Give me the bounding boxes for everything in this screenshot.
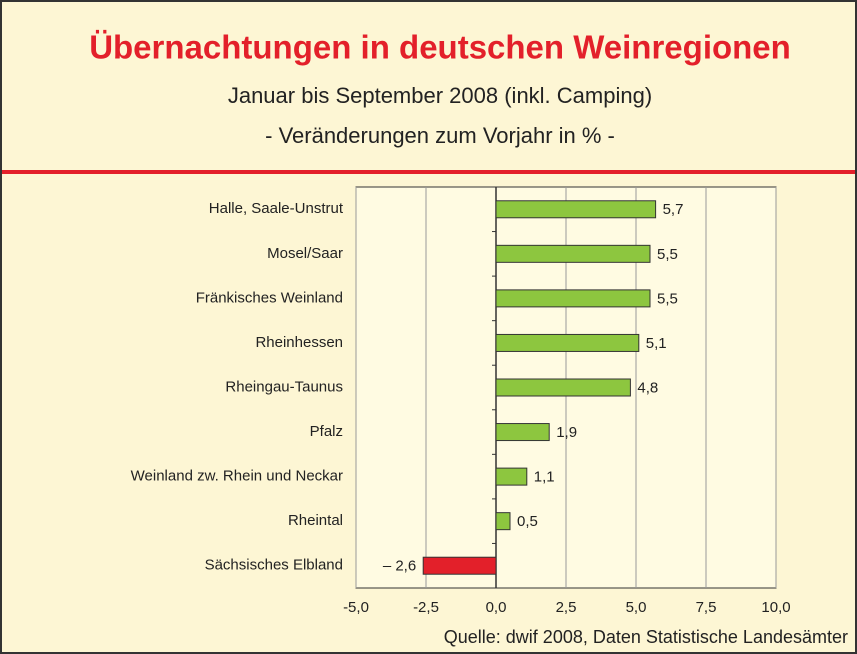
value-label: – 2,6	[383, 558, 416, 575]
value-label: 0,5	[517, 513, 538, 530]
value-label: 5,5	[657, 290, 678, 307]
x-tick-label: 10,0	[761, 599, 790, 616]
x-tick-label: -5,0	[343, 599, 369, 616]
y-tick-label: Weinland zw. Rhein und Neckar	[131, 468, 343, 485]
y-tick-label: Mosel/Saar	[267, 245, 343, 262]
y-tick-label: Rheinhessen	[255, 334, 343, 351]
subtitle: Januar bis September 2008 (inkl. Camping…	[228, 83, 652, 108]
subtitle: - Veränderungen zum Vorjahr in % -	[265, 123, 615, 148]
chart-title: Übernachtungen in deutschen Weinregionen	[89, 29, 791, 66]
bar	[495, 333, 640, 352]
bar	[495, 200, 657, 219]
bar	[495, 423, 550, 442]
x-tick-label: 7,5	[696, 599, 717, 616]
value-label: 1,9	[556, 424, 577, 441]
value-label: 5,7	[663, 201, 684, 218]
y-tick-label: Halle, Saale-Unstrut	[209, 200, 344, 217]
bar	[495, 512, 511, 531]
x-tick-label: 2,5	[556, 599, 577, 616]
x-tick-label: 5,0	[626, 599, 647, 616]
y-tick-label: Rheingau-Taunus	[225, 378, 343, 395]
y-tick-label: Pfalz	[310, 423, 343, 440]
bar	[422, 556, 497, 575]
y-tick-label: Fränkisches Weinland	[196, 289, 343, 306]
bar	[495, 467, 528, 486]
bar	[495, 289, 651, 308]
x-tick-label: -2,5	[413, 599, 439, 616]
value-label: 4,8	[637, 379, 658, 396]
x-tick-label: 0,0	[486, 599, 507, 616]
value-label: 5,1	[646, 335, 667, 352]
y-tick-label: Rheintal	[288, 512, 343, 529]
bar	[495, 378, 631, 397]
value-label: 1,1	[534, 469, 555, 486]
bar	[495, 244, 651, 263]
y-tick-label: Sächsisches Elbland	[205, 557, 343, 574]
divider	[2, 170, 855, 174]
source: Quelle: dwif 2008, Daten Statistische La…	[444, 627, 848, 647]
value-label: 5,5	[657, 246, 678, 263]
